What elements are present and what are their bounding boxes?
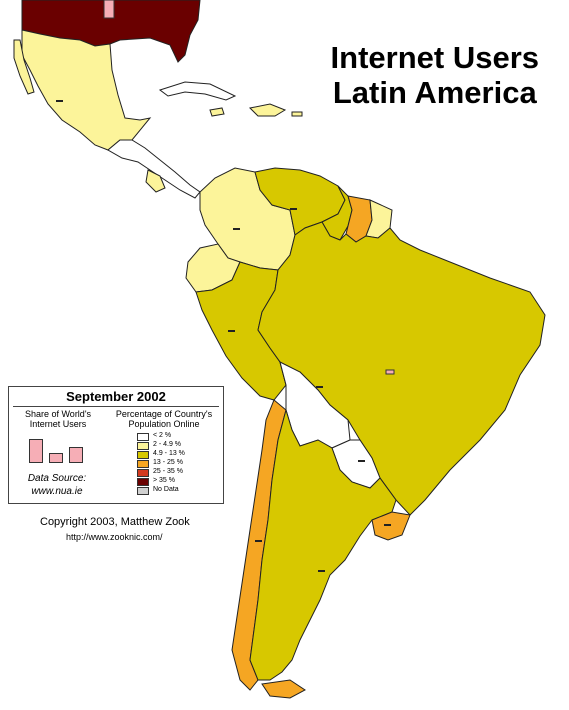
us-share-bar <box>103 0 115 19</box>
data-source-url: www.nua.ie <box>31 486 83 497</box>
share-heading-line-2: Internet Users <box>29 419 87 429</box>
share-heading-line-1: Share of World's <box>24 409 92 419</box>
tierra-del-fuego <box>261 679 306 699</box>
country-argentina <box>249 408 397 681</box>
share-bar-small <box>49 453 63 463</box>
share-bar-large <box>29 439 43 463</box>
legend-swatch <box>137 478 149 486</box>
legend-class-row: 25 - 35 % <box>137 468 223 478</box>
copyright: Copyright 2003, Matthew Zook <box>40 516 190 528</box>
legend-percent-heading: Percentage of Country's Population Onlin… <box>107 409 221 429</box>
marker-bolivia <box>316 386 323 388</box>
puerto-rico <box>291 111 303 117</box>
legend-class-row: 2 - 4.9 % <box>137 441 223 451</box>
marker-chile <box>255 540 262 542</box>
website-url: http://www.zooknic.com/ <box>66 532 163 542</box>
legend-divider <box>13 406 219 407</box>
data-source-label: Data Source: <box>27 473 87 484</box>
legend-title: September 2002 <box>66 389 166 404</box>
jamaica <box>209 107 225 117</box>
share-bars-sample <box>27 435 97 463</box>
legend-class-label: 2 - 4.9 % <box>153 441 182 448</box>
legend-swatch <box>137 469 149 477</box>
legend-class-label: 13 - 25 % <box>153 459 183 466</box>
legend-swatch <box>137 451 149 459</box>
legend-share-heading: Share of World's Internet Users <box>13 409 103 429</box>
pct-heading-line-2: Population Online <box>128 419 200 429</box>
marker-argentina <box>318 570 325 572</box>
legend: September 2002 Share of World's Internet… <box>8 386 224 504</box>
legend-class-label: No Data <box>153 486 179 493</box>
marker-venezuela <box>290 208 297 210</box>
map-title: Internet Users Latin America <box>331 40 539 110</box>
legend-swatch <box>137 460 149 468</box>
brazil-share-marker <box>385 369 395 375</box>
title-line-2: Latin America <box>332 75 537 110</box>
country-mexico <box>21 29 152 151</box>
legend-swatch <box>137 442 149 450</box>
costa-rica <box>145 169 166 193</box>
marker-colombia <box>233 228 240 230</box>
country-cuba <box>158 81 237 101</box>
marker-paraguay <box>358 460 365 462</box>
legend-class-row: No Data <box>137 486 223 496</box>
legend-class-label: 25 - 35 % <box>153 468 183 475</box>
legend-class-label: > 35 % <box>153 477 175 484</box>
pct-heading-line-1: Percentage of Country's <box>115 409 213 419</box>
legend-class-label: 4.9 - 13 % <box>153 450 185 457</box>
share-bar-medium <box>69 447 83 463</box>
legend-class-row: 13 - 25 % <box>137 459 223 469</box>
title-line-1: Internet Users <box>330 40 539 75</box>
legend-class-row: < 2 % <box>137 432 223 442</box>
legend-class-row: 4.9 - 13 % <box>137 450 223 460</box>
legend-class-row: > 35 % <box>137 477 223 487</box>
marker-mexico <box>56 100 63 102</box>
hispaniola <box>248 103 287 117</box>
marker-peru <box>228 330 235 332</box>
marker-uruguay <box>384 524 391 526</box>
legend-swatch <box>137 433 149 441</box>
baja-california <box>13 39 35 95</box>
legend-swatch <box>137 487 149 495</box>
legend-class-label: < 2 % <box>153 432 172 439</box>
